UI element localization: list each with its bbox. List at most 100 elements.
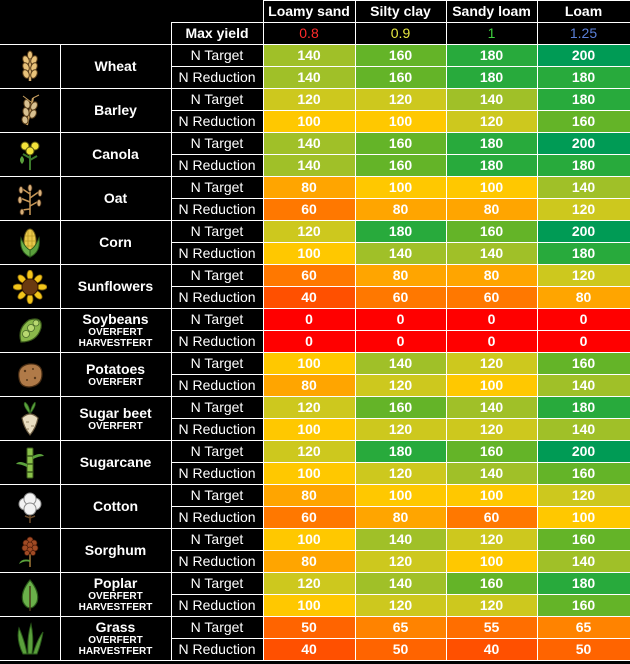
value-cell: 0 <box>536 308 630 331</box>
table-row: Sorghum N Target 100 140 120 160 <box>0 528 630 573</box>
crop-name: Sorghum <box>84 542 147 558</box>
value-cell: 200 <box>536 132 630 155</box>
corner-blank <box>0 0 171 23</box>
column-header: Loam <box>536 0 630 23</box>
max-yield-label: Max yield <box>170 22 264 45</box>
row-label: N Target <box>170 88 264 111</box>
value-cell: 180 <box>445 154 538 177</box>
value-cell: 120 <box>354 550 447 573</box>
value-cell: 120 <box>354 418 447 441</box>
value-cell: 0 <box>354 330 447 353</box>
crop-name-cell: Cotton <box>60 484 172 529</box>
row-label: N Reduction <box>170 198 264 221</box>
value-cell: 80 <box>445 198 538 221</box>
value-cell: 160 <box>354 396 447 419</box>
crop-flag: OVERFERT <box>88 635 143 646</box>
value-cell: 120 <box>354 88 447 111</box>
table-row: N Reduction 140 160 180 180 <box>0 154 630 177</box>
max-yield-value: 1.25 <box>536 22 630 45</box>
crop-flag: OVERFERT <box>88 591 143 602</box>
value-cell: 100 <box>262 462 356 485</box>
max-yield-value: 0.9 <box>354 22 447 45</box>
value-cell: 120 <box>354 462 447 485</box>
row-label: N Target <box>170 352 264 375</box>
wheat-icon <box>0 44 61 89</box>
value-cell: 65 <box>536 616 630 639</box>
crop-name-cell: Sugarcane <box>60 440 172 485</box>
value-cell: 100 <box>536 506 630 529</box>
value-cell: 0 <box>445 308 538 331</box>
cotton-icon <box>0 484 61 529</box>
row-label: N Target <box>170 528 264 551</box>
value-cell: 100 <box>445 484 538 507</box>
row-label: N Target <box>170 440 264 463</box>
value-cell: 140 <box>262 154 356 177</box>
value-cell: 0 <box>536 330 630 353</box>
value-cell: 180 <box>536 572 630 595</box>
row-label: N Target <box>170 132 264 155</box>
value-cell: 120 <box>445 418 538 441</box>
value-cell: 160 <box>445 440 538 463</box>
value-cell: 100 <box>262 110 356 133</box>
value-cell: 60 <box>445 286 538 309</box>
crop-name: Soybeans <box>82 311 149 327</box>
column-header: Sandy loam <box>445 0 538 23</box>
crop-name: Sugar beet <box>79 404 152 421</box>
row-label: N Reduction <box>170 638 264 661</box>
value-cell: 100 <box>262 418 356 441</box>
value-cell: 140 <box>354 242 447 265</box>
crop-name: Grass <box>95 619 136 635</box>
max-yield-value: 0.8 <box>262 22 356 45</box>
row-label: N Target <box>170 396 264 419</box>
row-label: N Target <box>170 176 264 199</box>
corn-icon <box>0 220 61 265</box>
sugarbeet-icon <box>0 396 61 441</box>
row-label: N Reduction <box>170 66 264 89</box>
value-cell: 160 <box>354 132 447 155</box>
row-label: N Target <box>170 44 264 67</box>
poplar-icon <box>0 572 61 617</box>
value-cell: 40 <box>262 638 356 661</box>
value-cell: 80 <box>354 198 447 221</box>
crop-name-cell: Oat <box>60 176 172 221</box>
table-row: Grass OVERFERT HARVESTFERT N Target 50 65 55 65 <box>0 616 630 661</box>
value-cell: 60 <box>262 264 356 287</box>
value-cell: 40 <box>445 638 538 661</box>
value-cell: 0 <box>262 308 356 331</box>
value-cell: 100 <box>445 374 538 397</box>
value-cell: 180 <box>536 154 630 177</box>
value-cell: 120 <box>445 594 538 617</box>
table-row: N Reduction 100 120 140 160 <box>0 462 630 485</box>
oat-icon <box>0 176 61 221</box>
value-cell: 140 <box>354 352 447 375</box>
sorghum-icon <box>0 528 61 573</box>
crop-name: Canola <box>92 146 139 162</box>
max-yield-value: 1 <box>445 22 538 45</box>
value-cell: 40 <box>262 286 356 309</box>
row-label: N Reduction <box>170 110 264 133</box>
row-label: N Target <box>170 616 264 639</box>
value-cell: 0 <box>445 330 538 353</box>
value-cell: 180 <box>536 66 630 89</box>
row-label: N Target <box>170 220 264 243</box>
table-row: Cotton N Target 80 100 100 120 <box>0 484 630 529</box>
value-cell: 140 <box>445 88 538 111</box>
value-cell: 100 <box>445 176 538 199</box>
value-cell: 180 <box>445 66 538 89</box>
value-cell: 180 <box>445 44 538 67</box>
crop-flag: HARVESTFERT <box>78 338 153 349</box>
sunflower-icon <box>0 264 61 309</box>
value-cell: 200 <box>536 44 630 67</box>
value-cell: 120 <box>445 528 538 551</box>
value-cell: 160 <box>354 154 447 177</box>
value-cell: 80 <box>262 374 356 397</box>
value-cell: 180 <box>354 220 447 243</box>
value-cell: 160 <box>445 220 538 243</box>
value-cell: 80 <box>354 506 447 529</box>
sugarcane-icon <box>0 440 61 485</box>
value-cell: 160 <box>536 110 630 133</box>
crop-flag: OVERFERT <box>88 327 143 338</box>
value-cell: 140 <box>262 44 356 67</box>
row-label: N Reduction <box>170 242 264 265</box>
